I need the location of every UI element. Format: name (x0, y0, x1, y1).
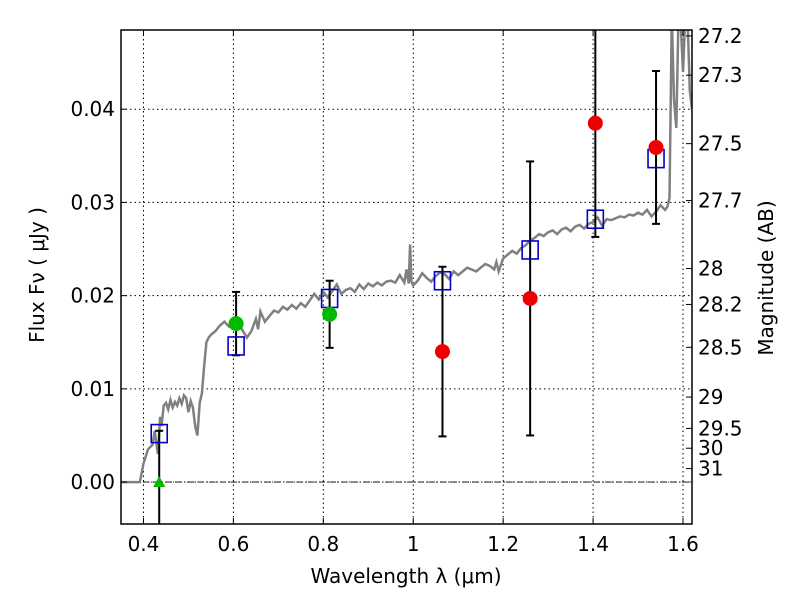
grid-lines (121, 30, 692, 524)
observed-upper-limit-triangle (153, 476, 166, 488)
observed-flux-point (522, 290, 538, 306)
model-photometry-square (521, 240, 539, 260)
model-photometry-square (150, 423, 169, 444)
magnitude-axis-title: Magnitude (AB) (754, 200, 778, 355)
x-tick-label: 1.2 (487, 532, 519, 556)
magnitude-tick-label: 28.5 (698, 335, 743, 359)
observed-flux-point (648, 139, 664, 155)
y-tick-label: 0.04 (70, 97, 115, 121)
magnitude-tick-label: 27.5 (698, 132, 743, 156)
y-tick-label: 0.01 (70, 377, 115, 401)
y-axis-title: Flux Fν ( μJy ) (25, 207, 49, 343)
magnitude-tick-label: 29 (698, 385, 723, 409)
observed-flux-point (322, 306, 338, 322)
magnitude-tick-label: 31 (698, 457, 723, 481)
model-photometry-square (227, 336, 245, 356)
magnitude-tick-label: 27.2 (698, 24, 743, 48)
magnitude-tick-label: 28 (698, 257, 723, 281)
x-axis-ticks: 0.4 0.6 0.8 1 1.2 1.4 1.6 (128, 30, 699, 556)
magnitude-tick-label: 28.2 (698, 292, 743, 316)
model-photometry-markers (150, 148, 665, 444)
observed-flux-point (434, 344, 450, 360)
magnitude-tick-label: 30 (698, 436, 723, 460)
observed-flux-point (228, 316, 244, 332)
x-tick-label: 0.6 (217, 532, 249, 556)
y-tick-label: 0.02 (70, 284, 115, 308)
magnitude-tick-label: 27.3 (698, 63, 743, 87)
magnitude-tick-label: 27.7 (698, 189, 743, 213)
x-tick-label: 0.8 (307, 532, 339, 556)
y-tick-label: 0.00 (70, 470, 115, 494)
x-tick-label: 1.4 (577, 532, 609, 556)
x-tick-label: 0.4 (128, 532, 160, 556)
model-spectrum-line (121, 30, 692, 484)
observed-photometry-markers (153, 115, 664, 488)
y-tick-label: 0.03 (70, 190, 115, 214)
magnitude-tick-label: 29.5 (698, 416, 743, 440)
model-photometry-square (586, 209, 605, 230)
plot-frame (120, 29, 693, 525)
y-axis-ticks: 0.00 0.01 0.02 0.03 0.04 (70, 97, 127, 494)
observed-flux-point (587, 115, 603, 131)
x-tick-label: 1.6 (667, 532, 699, 556)
x-tick-label: 1 (407, 532, 420, 556)
x-axis-title: Wavelength λ (μm) (310, 564, 501, 588)
model-photometry-square (433, 270, 452, 291)
